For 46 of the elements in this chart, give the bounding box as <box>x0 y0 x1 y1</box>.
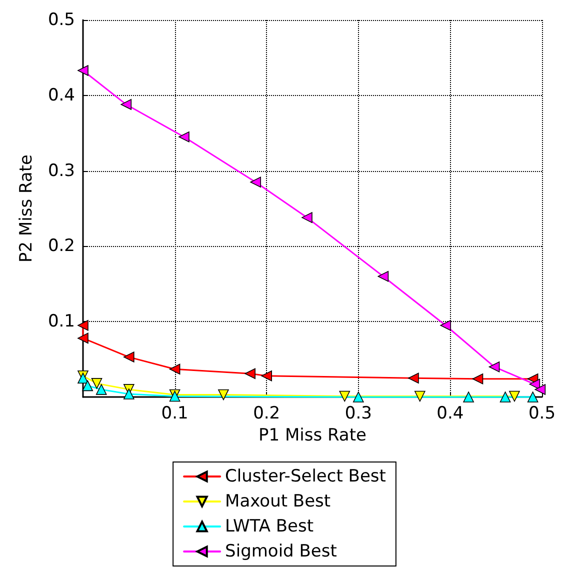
point <box>509 390 520 402</box>
point <box>261 370 272 382</box>
point <box>414 390 426 402</box>
legend-label: Cluster-Select Best <box>225 466 386 486</box>
point <box>78 320 88 331</box>
point <box>82 380 93 392</box>
x-tick-label: 0.2 <box>253 404 280 424</box>
point <box>250 176 261 188</box>
point <box>169 364 180 374</box>
point <box>218 389 229 400</box>
point <box>408 372 419 384</box>
point <box>339 390 350 402</box>
point <box>529 378 540 390</box>
x-tick-label: 0.1 <box>161 404 188 424</box>
point <box>78 65 88 76</box>
point <box>120 99 132 110</box>
point <box>96 384 107 395</box>
x-tick-label: 0.3 <box>344 404 372 424</box>
x-tick-label: 0.5 <box>528 404 556 424</box>
x-axis-title: P1 Miss Rate <box>258 425 366 446</box>
y-tick-label: 0.3 <box>48 160 75 181</box>
point <box>353 392 364 402</box>
legend-label: Sigmoid Best <box>225 542 338 562</box>
point <box>302 212 312 223</box>
point <box>378 270 389 282</box>
point <box>488 361 500 372</box>
point <box>440 320 452 331</box>
y-tick-label: 0.4 <box>48 85 75 106</box>
point <box>78 332 88 344</box>
point <box>178 131 190 142</box>
y-tick-label: 0.2 <box>48 236 75 256</box>
point <box>244 368 256 380</box>
point <box>534 384 546 395</box>
legend-label: LWTA Best <box>225 516 314 536</box>
point <box>472 374 484 384</box>
y-tick-label: 0.5 <box>48 10 75 30</box>
point <box>463 392 474 402</box>
x-tick-label: 0.4 <box>436 404 464 424</box>
point <box>91 378 102 389</box>
point <box>124 352 134 362</box>
point <box>500 392 511 402</box>
point <box>124 388 134 400</box>
y-tick-label: 0.1 <box>48 312 75 332</box>
legend-label: Maxout Best <box>225 492 331 512</box>
y-axis-title: P2 Miss Rate <box>16 154 36 262</box>
point <box>527 392 538 402</box>
